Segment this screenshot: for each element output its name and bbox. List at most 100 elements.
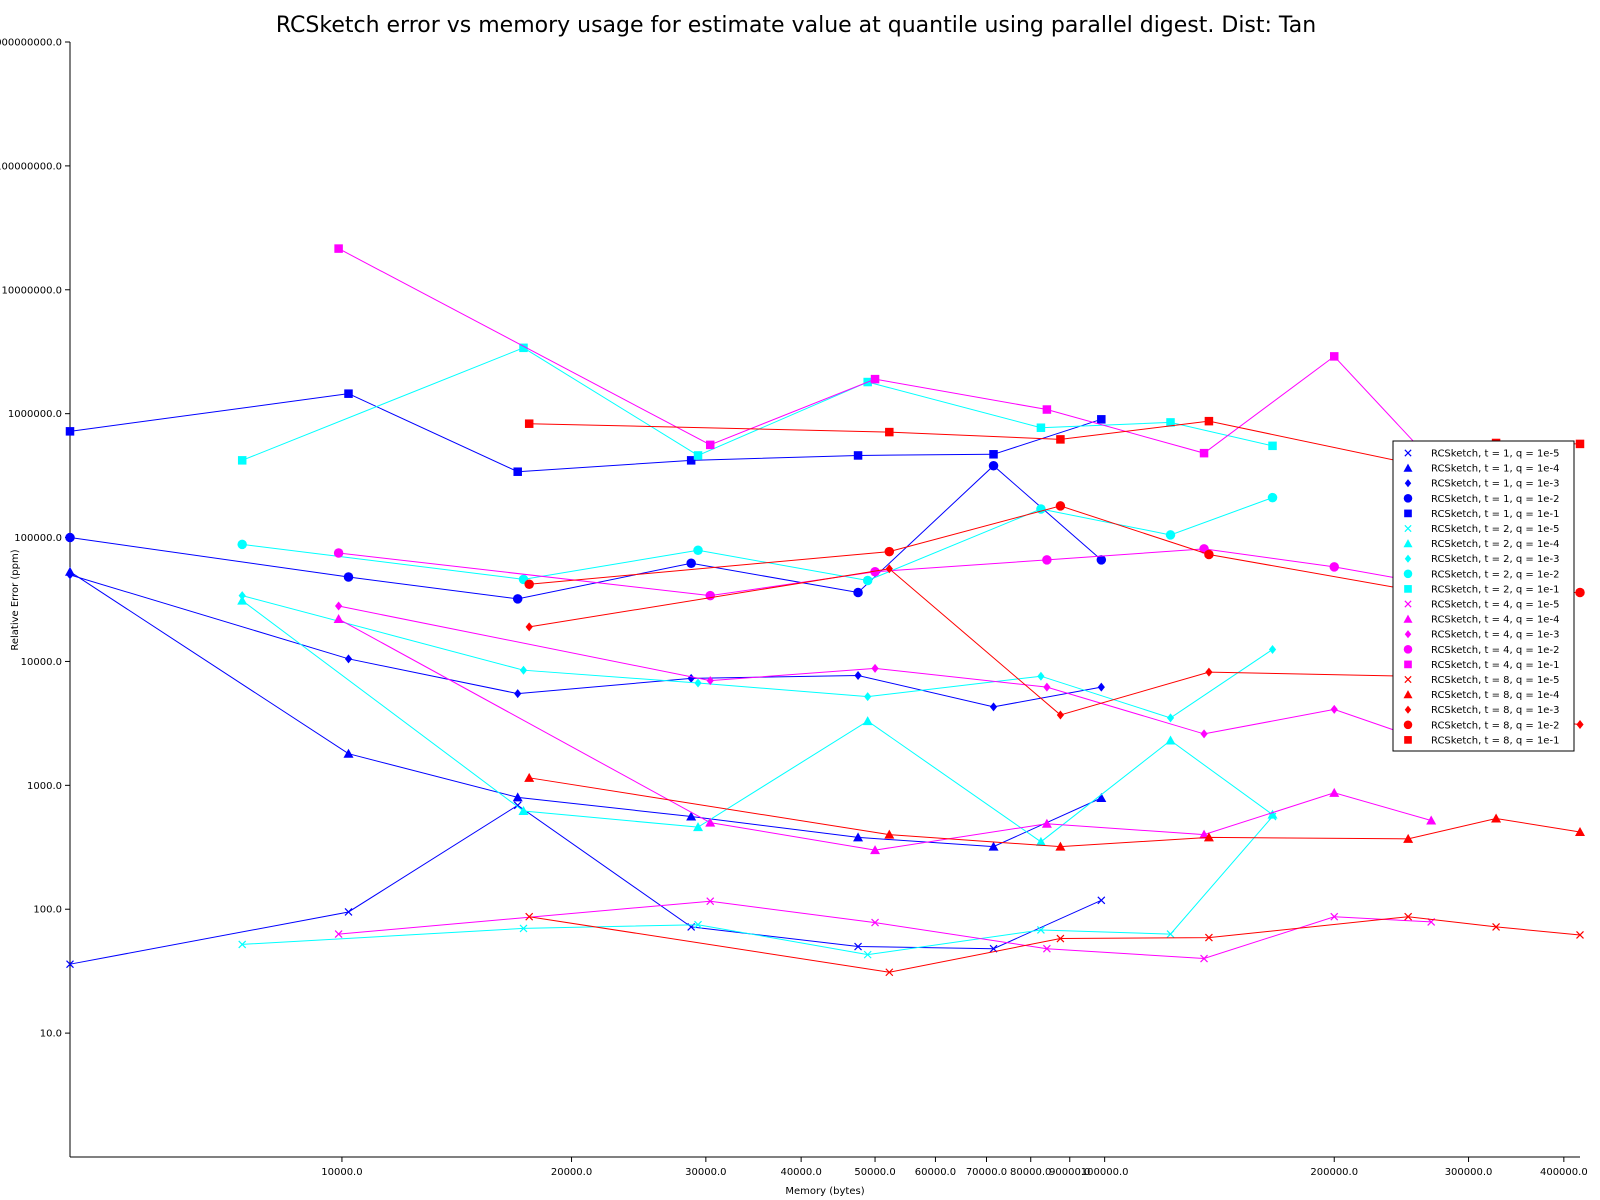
data-point: [334, 930, 343, 939]
data-point: [512, 594, 523, 604]
x-tick-label: 200000.0: [1310, 1167, 1358, 1178]
data-point: [862, 716, 873, 726]
data-point: [1056, 934, 1065, 943]
data-point: [524, 579, 534, 589]
series-2: [66, 570, 1105, 712]
data-point: [853, 451, 863, 460]
legend-item: RCSketch, t = 4, q = 1e-2: [1403, 645, 1559, 656]
data-point: [686, 558, 696, 569]
data-point: [513, 467, 522, 476]
data-point: [686, 456, 696, 465]
legend-label: RCSketch, t = 2, q = 1e-5: [1431, 524, 1559, 535]
legend-item: RCSketch, t = 8, q = 1e-1: [1404, 735, 1559, 746]
data-point: [1404, 524, 1412, 533]
data-point: [1403, 494, 1413, 503]
series-0: [66, 801, 1106, 969]
legend-item: RCSketch, t = 4, q = 1e-5: [1404, 600, 1559, 611]
data-point: [66, 960, 74, 969]
data-point: [1404, 630, 1412, 639]
series-5: [238, 812, 1277, 959]
data-point: [1404, 705, 1412, 714]
data-point: [1403, 463, 1413, 472]
data-point: [1166, 930, 1175, 939]
data-point: [1403, 539, 1413, 548]
data-point: [525, 622, 533, 632]
x-tick-label: 100000.0: [1081, 1167, 1129, 1178]
x-tick-label: 70000.0: [966, 1167, 1007, 1178]
series-9: [237, 343, 1277, 465]
legend-label: RCSketch, t = 4, q = 1e-4: [1431, 615, 1559, 626]
data-point: [343, 748, 354, 758]
legend-label: RCSketch, t = 8, q = 1e-1: [1431, 735, 1559, 746]
data-point: [1096, 793, 1107, 803]
x-axis-label: Memory (bytes): [785, 1186, 864, 1197]
data-point: [1404, 736, 1412, 744]
series-line: [338, 605, 1432, 744]
data-point: [524, 772, 535, 782]
series-7: [238, 591, 1277, 723]
data-point: [862, 575, 873, 586]
data-point: [705, 817, 716, 827]
data-point: [1036, 423, 1046, 432]
data-point: [1426, 815, 1437, 825]
legend-item: RCSketch, t = 4, q = 1e-1: [1404, 660, 1559, 671]
legend-label: RCSketch, t = 1, q = 1e-2: [1431, 494, 1559, 505]
data-point: [1204, 933, 1213, 942]
x-tick-label: 60000.0: [915, 1167, 956, 1178]
data-point: [1404, 449, 1412, 457]
legend-item: RCSketch, t = 1, q = 1e-3: [1404, 479, 1559, 490]
data-point: [512, 792, 523, 802]
data-point: [1204, 549, 1214, 560]
data-point: [1200, 729, 1208, 739]
data-point: [65, 427, 75, 436]
series-line: [338, 248, 1432, 461]
data-point: [694, 920, 702, 929]
legend-label: RCSketch, t = 2, q = 1e-3: [1431, 554, 1559, 565]
data-point: [518, 806, 529, 816]
data-point: [686, 811, 697, 821]
series-line: [69, 393, 1102, 473]
x-tick-label: 400000.0: [1540, 1167, 1588, 1178]
data-point: [1097, 682, 1105, 692]
chart-title: RCSketch error vs memory usage for estim…: [276, 13, 1316, 38]
data-point: [1403, 569, 1413, 579]
legend-item: RCSketch, t = 8, q = 1e-5: [1404, 675, 1559, 686]
data-point: [238, 591, 246, 601]
x-tick-label: 300000.0: [1445, 1167, 1493, 1178]
data-point: [988, 841, 999, 851]
legend-label: RCSketch, t = 4, q = 1e-3: [1431, 630, 1559, 641]
data-point: [1267, 492, 1278, 503]
data-point: [1491, 813, 1502, 823]
data-point: [525, 912, 534, 921]
data-point: [1329, 787, 1340, 797]
legend-item: RCSketch, t = 2, q = 1e-3: [1404, 554, 1559, 565]
series-line: [529, 777, 1581, 848]
data-point: [1205, 667, 1213, 677]
data-point: [1404, 675, 1412, 684]
data-point: [1330, 912, 1339, 921]
data-point: [1037, 671, 1045, 681]
data-point: [343, 572, 354, 582]
data-point: [1404, 660, 1412, 669]
data-point: [1199, 829, 1210, 839]
data-point: [1492, 922, 1501, 931]
data-point: [1200, 954, 1208, 963]
legend-label: RCSketch, t = 1, q = 1e-5: [1431, 449, 1559, 460]
data-point: [694, 678, 702, 688]
data-point: [1330, 704, 1338, 714]
legend-label: RCSketch, t = 4, q = 1e-1: [1431, 660, 1559, 671]
data-point: [1165, 735, 1176, 745]
data-point: [693, 545, 703, 555]
data-point: [706, 676, 714, 686]
legend-label: RCSketch, t = 4, q = 1e-5: [1431, 600, 1559, 611]
data-point: [1403, 614, 1413, 623]
data-point: [344, 389, 353, 398]
data-point: [1404, 600, 1412, 608]
data-point: [1404, 585, 1412, 593]
data-point: [885, 564, 893, 574]
x-tick-label: 10000.0: [321, 1167, 362, 1178]
legend-item: RCSketch, t = 1, q = 1e-1: [1404, 509, 1559, 520]
legend-label: RCSketch, t = 4, q = 1e-2: [1431, 645, 1559, 656]
data-point: [687, 673, 695, 683]
